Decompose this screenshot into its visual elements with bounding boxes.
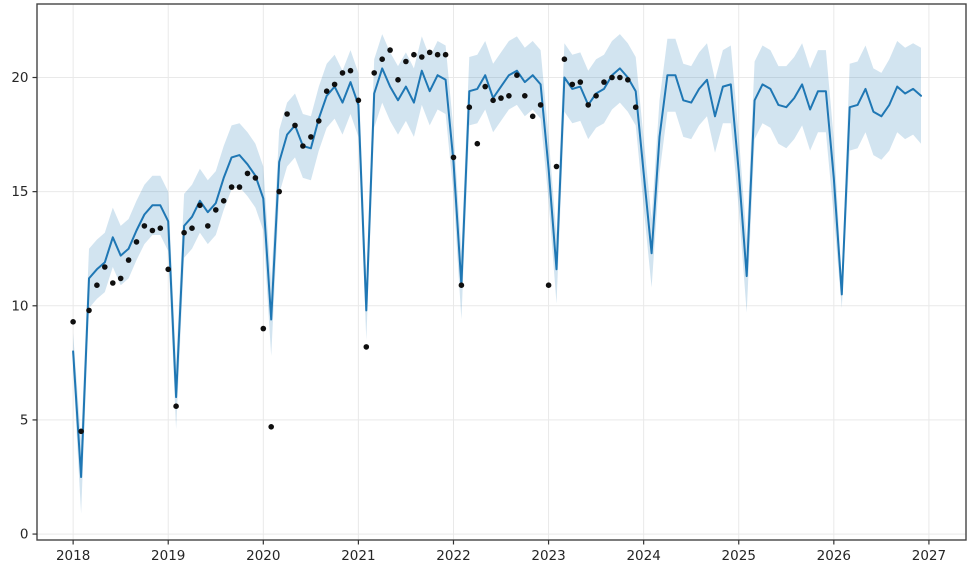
actual-dot bbox=[363, 344, 370, 350]
actual-dot bbox=[323, 88, 330, 94]
actual-dot bbox=[601, 79, 607, 85]
x-tick-label: 2019 bbox=[151, 548, 185, 564]
actual-dot bbox=[125, 257, 132, 263]
x-tick-label: 2018 bbox=[56, 548, 90, 564]
x-tick-label: 2025 bbox=[722, 548, 756, 564]
actual-dot bbox=[506, 93, 512, 99]
actual-dot bbox=[228, 184, 235, 190]
actual-dot bbox=[244, 170, 251, 177]
actual-dot bbox=[308, 134, 314, 140]
tick-marks bbox=[32, 76, 930, 545]
actual-dot bbox=[419, 54, 425, 60]
plot-background bbox=[37, 4, 966, 540]
tick-labels: 2018 2019 2020 2021 2022 2023 2024 2025 2026 2027… bbox=[11, 70, 946, 564]
actual-dot bbox=[371, 70, 378, 76]
y-tick-label: 0 bbox=[20, 527, 29, 543]
actual-dot bbox=[331, 81, 338, 88]
actual-dot bbox=[292, 122, 298, 129]
actual-dot bbox=[411, 51, 417, 58]
x-tick-label: 2021 bbox=[341, 548, 375, 564]
actual-dot bbox=[395, 77, 401, 83]
actual-dot bbox=[189, 225, 195, 231]
actual-dot bbox=[133, 239, 140, 245]
actual-dot bbox=[585, 102, 591, 108]
x-tick-label: 2022 bbox=[436, 548, 470, 564]
actual-dot bbox=[529, 113, 536, 120]
actual-dot bbox=[141, 223, 148, 229]
actual-dot bbox=[442, 51, 449, 58]
x-tick-label: 2027 bbox=[912, 548, 946, 564]
forecast-line bbox=[72, 67, 922, 478]
y-tick-label: 5 bbox=[20, 412, 29, 428]
y-tick-label: 20 bbox=[11, 70, 28, 86]
actual-dot bbox=[387, 47, 393, 53]
actual-dot bbox=[117, 275, 124, 282]
actual-dot bbox=[545, 282, 552, 289]
actual-dot bbox=[569, 81, 576, 88]
actual-dot bbox=[316, 118, 322, 124]
actual-dot bbox=[252, 175, 259, 181]
actual-dot bbox=[300, 143, 306, 149]
actual-dot bbox=[181, 229, 187, 236]
actual-dot bbox=[625, 77, 631, 83]
x-tick-label: 2023 bbox=[531, 548, 565, 564]
actual-dot bbox=[617, 74, 623, 81]
actual-observations bbox=[70, 47, 639, 435]
actual-dot bbox=[205, 223, 211, 229]
actual-dot bbox=[577, 79, 584, 85]
actual-dot bbox=[86, 307, 92, 314]
actual-dot bbox=[474, 140, 481, 147]
actual-dot bbox=[157, 225, 164, 231]
actual-dot bbox=[78, 428, 84, 435]
actual-dot bbox=[284, 111, 290, 117]
x-tick-label: 2026 bbox=[817, 548, 851, 564]
actual-dot bbox=[220, 198, 227, 204]
x-tick-label: 2024 bbox=[626, 548, 660, 564]
actual-dot bbox=[458, 282, 465, 289]
actual-dot bbox=[632, 104, 639, 110]
actual-dot bbox=[276, 188, 283, 195]
actual-dot bbox=[339, 70, 346, 76]
actual-dot bbox=[482, 83, 489, 90]
actual-dot bbox=[514, 72, 520, 78]
actual-dot bbox=[197, 202, 203, 209]
actual-dot bbox=[70, 319, 76, 325]
actual-dot bbox=[102, 264, 108, 270]
actual-dot bbox=[561, 56, 568, 62]
actual-dot bbox=[466, 104, 473, 110]
actual-dot bbox=[260, 325, 267, 332]
actual-dot bbox=[355, 97, 362, 104]
actual-dot bbox=[379, 56, 386, 62]
actual-dot bbox=[347, 67, 354, 74]
actual-dot bbox=[268, 424, 275, 430]
actual-dot bbox=[434, 51, 441, 58]
actual-dot bbox=[213, 207, 219, 213]
actual-dot bbox=[403, 58, 409, 65]
uncertainty-band bbox=[73, 34, 922, 514]
actual-dot bbox=[553, 163, 560, 170]
y-tick-label: 15 bbox=[11, 184, 28, 200]
actual-dot bbox=[110, 280, 116, 286]
x-tick-label: 2020 bbox=[246, 548, 280, 564]
actual-dot bbox=[537, 102, 544, 108]
y-tick-label: 10 bbox=[11, 298, 28, 314]
actual-dot bbox=[165, 266, 171, 273]
plot-frame bbox=[36, 3, 967, 541]
actual-dot bbox=[450, 154, 457, 161]
actual-dot bbox=[498, 95, 504, 101]
actual-dot bbox=[149, 227, 156, 234]
actual-dot bbox=[522, 93, 528, 99]
actual-dot bbox=[173, 403, 179, 410]
actual-dot bbox=[490, 97, 496, 104]
gridlines bbox=[37, 4, 966, 540]
actual-dot bbox=[609, 74, 615, 81]
actual-dot bbox=[236, 184, 243, 190]
actual-dot bbox=[593, 93, 599, 99]
actual-dot bbox=[94, 282, 100, 289]
actual-dot bbox=[426, 49, 433, 56]
